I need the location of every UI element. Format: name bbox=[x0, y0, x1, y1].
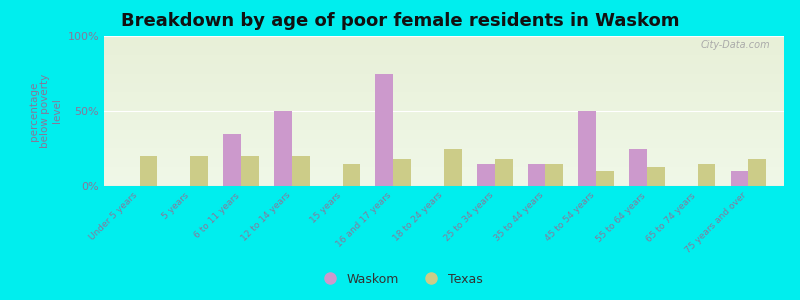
Bar bbox=[274, 111, 292, 186]
Bar bbox=[698, 164, 715, 186]
Bar bbox=[647, 167, 665, 186]
Text: Breakdown by age of poor female residents in Waskom: Breakdown by age of poor female resident… bbox=[121, 12, 679, 30]
Bar bbox=[394, 159, 411, 186]
Y-axis label: percentage
below poverty
level: percentage below poverty level bbox=[29, 74, 62, 148]
Bar bbox=[749, 159, 766, 186]
Legend: Waskom, Texas: Waskom, Texas bbox=[312, 268, 488, 291]
Bar bbox=[241, 156, 258, 186]
Bar bbox=[444, 148, 462, 186]
Bar bbox=[546, 164, 563, 186]
Bar bbox=[528, 164, 546, 186]
Bar bbox=[375, 74, 394, 186]
Bar bbox=[578, 111, 596, 186]
Bar bbox=[730, 171, 749, 186]
Bar bbox=[477, 164, 494, 186]
Bar bbox=[342, 164, 360, 186]
Bar bbox=[190, 156, 208, 186]
Bar bbox=[494, 159, 513, 186]
Bar bbox=[292, 156, 310, 186]
Bar bbox=[630, 148, 647, 186]
Bar bbox=[596, 171, 614, 186]
Bar bbox=[139, 156, 158, 186]
Bar bbox=[223, 134, 241, 186]
Text: City-Data.com: City-Data.com bbox=[701, 40, 770, 50]
